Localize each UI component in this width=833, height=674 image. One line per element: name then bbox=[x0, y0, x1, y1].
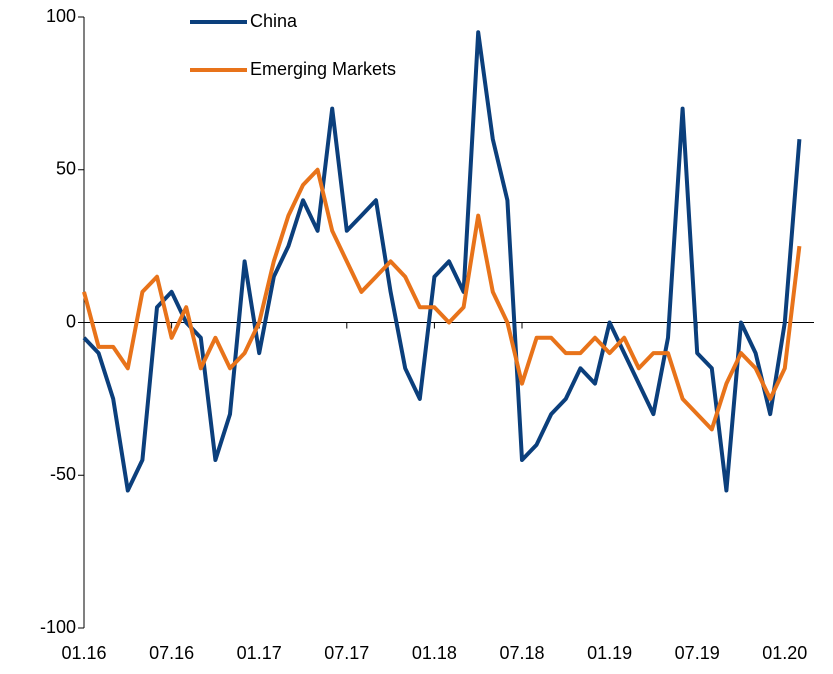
x-tick-label: 01.20 bbox=[762, 643, 807, 663]
y-tick-label: 0 bbox=[66, 311, 76, 331]
y-tick-label: 50 bbox=[56, 159, 76, 179]
x-tick-label: 01.16 bbox=[61, 643, 106, 663]
y-tick-label: -50 bbox=[50, 464, 76, 484]
legend-label: Emerging Markets bbox=[250, 59, 396, 79]
y-tick-label: -100 bbox=[40, 617, 76, 637]
x-tick-label: 01.19 bbox=[587, 643, 632, 663]
x-tick-label: 07.16 bbox=[149, 643, 194, 663]
legend-label: China bbox=[250, 11, 298, 31]
x-tick-label: 07.19 bbox=[675, 643, 720, 663]
x-tick-label: 01.17 bbox=[237, 643, 282, 663]
series-line bbox=[82, 167, 802, 432]
x-tick-label: 01.18 bbox=[412, 643, 457, 663]
x-tick-label: 07.18 bbox=[499, 643, 544, 663]
y-tick-label: 100 bbox=[46, 6, 76, 26]
x-tick-label: 07.17 bbox=[324, 643, 369, 663]
series-line bbox=[82, 30, 802, 493]
